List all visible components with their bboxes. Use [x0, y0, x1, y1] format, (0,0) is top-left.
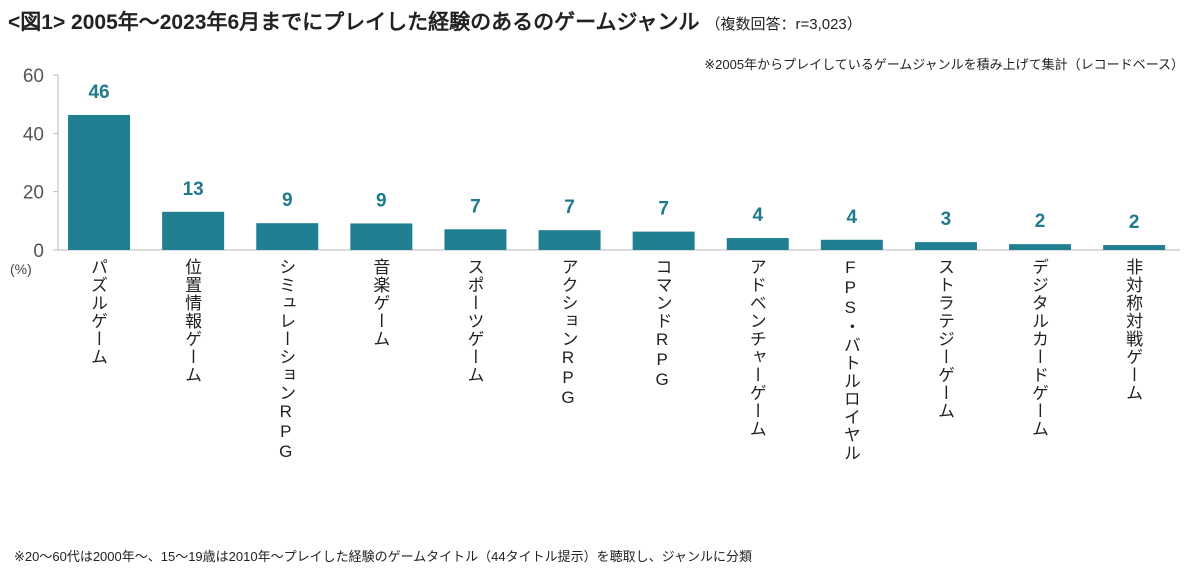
category-label-1: パズルゲーム — [88, 258, 108, 366]
y-tick-label: 60 — [23, 66, 44, 87]
data-label-8: 4 — [752, 205, 763, 226]
bar-12 — [1103, 245, 1166, 250]
footnote: ※20～60代は2000年～、15～19歳は2010年～プレイした経験のゲームタ… — [14, 549, 752, 564]
data-label-1: 46 — [88, 82, 109, 103]
bar-1 — [68, 114, 131, 250]
category-label-10: ストラテジーゲーム — [934, 258, 954, 420]
data-label-9: 4 — [847, 207, 858, 228]
category-label-9: FPS・バトルロイヤル — [840, 258, 860, 462]
title-text: <図1> 2005年～2023年6月までにプレイした経験のあるのゲームジャンル — [8, 11, 700, 34]
bar-11 — [1009, 244, 1072, 250]
data-label-6: 7 — [564, 197, 575, 218]
subtitle-text: （複数回答：r=3,023） — [705, 16, 862, 33]
data-label-2: 13 — [183, 179, 204, 200]
y-axis-unit-label: (%) — [10, 261, 32, 277]
data-label-12: 2 — [1129, 212, 1140, 233]
chart-note: ※2005年からプレイしているゲームジャンルを積み上げて集計（レコードベース） — [704, 57, 1184, 72]
category-label-3: シミュレーションRPG — [276, 258, 296, 462]
bar-6 — [538, 230, 601, 250]
data-label-4: 9 — [376, 190, 387, 211]
bar-7 — [632, 231, 695, 250]
category-label-8: アドベンチャーゲーム — [746, 258, 766, 438]
bar-2 — [162, 211, 225, 250]
category-label-5: スポーツゲーム — [464, 258, 484, 384]
data-label-7: 7 — [658, 199, 669, 220]
bar-3 — [256, 223, 319, 250]
bar-5 — [444, 229, 507, 250]
y-tick-label: 40 — [23, 124, 44, 145]
category-label-11: デジタルカードゲーム — [1029, 258, 1049, 438]
data-label-10: 3 — [941, 209, 952, 230]
category-label-6: アクションRPG — [558, 258, 578, 408]
bar-10 — [914, 242, 977, 250]
bar-9 — [820, 239, 883, 250]
bar-8 — [726, 238, 789, 250]
category-label-12: 非対称対戦ゲーム — [1123, 258, 1143, 402]
bar-4 — [350, 223, 413, 250]
y-tick-label: 20 — [23, 183, 44, 204]
data-label-11: 2 — [1035, 211, 1046, 232]
category-label-7: コマンドRPG — [652, 258, 672, 390]
category-label-2: 位置情報ゲーム — [182, 258, 202, 384]
data-label-3: 9 — [282, 190, 293, 211]
category-label-4: 音楽ゲーム — [370, 258, 390, 348]
data-label-5: 7 — [470, 196, 481, 217]
y-tick-label: 0 — [33, 241, 44, 262]
chart-title: <図1> 2005年～2023年6月までにプレイした経験のあるのゲームジャンル （… — [8, 6, 862, 36]
